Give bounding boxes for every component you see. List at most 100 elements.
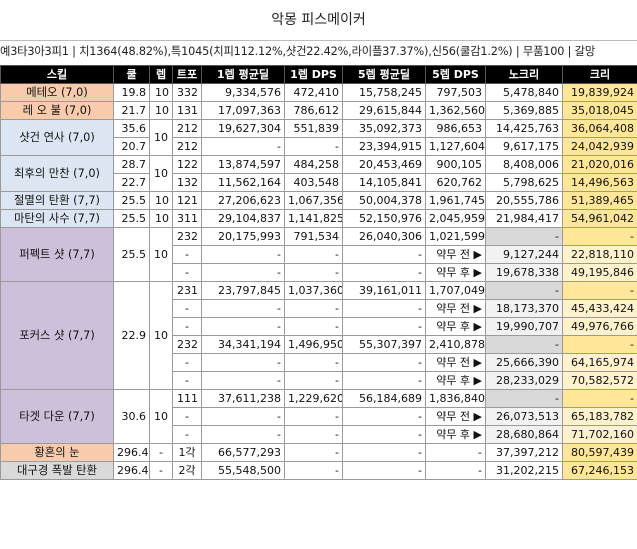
dps5-cell: 1,707,049	[425, 281, 486, 300]
crit-cell: 65,183,782	[562, 407, 637, 426]
level-cell: 10	[149, 101, 173, 120]
stats-info-line: 예3타3아3피1 | 치1364(48.82%),특1045(치피112.12%…	[0, 45, 596, 58]
crit-cell: 70,582,572	[562, 371, 637, 390]
avg5-cell: 15,758,245	[342, 83, 426, 102]
crit-cell: 21,020,016	[562, 155, 637, 174]
cool-cell: 30.6	[113, 389, 150, 444]
cool-cell: 21.7	[113, 101, 150, 120]
tripod-cell: 332	[172, 83, 202, 102]
avg1-cell: 13,874,597	[201, 155, 285, 174]
avg5-cell: -	[342, 407, 426, 426]
crit-cell: 35,018,045	[562, 101, 637, 120]
table-row: 레 오 불 (7,0) 21.7 10 131 17,097,363 786,6…	[0, 101, 637, 120]
table-row: 퍼펙트 샷 (7,7) 25.5 10 232 20,175,993 791,5…	[0, 227, 637, 282]
tripod-cell: -	[172, 425, 202, 444]
dps1-cell: -	[284, 137, 343, 156]
crit-cell: 80,597,439	[562, 443, 637, 462]
avg5-cell: -	[342, 443, 426, 462]
dps1-cell: -	[284, 263, 343, 282]
crit-cell: -	[562, 335, 637, 354]
dps1-cell: 791,534	[284, 227, 343, 246]
header-cool: 쿨	[113, 65, 150, 84]
avg1-cell: 66,577,293	[201, 443, 285, 462]
dps5-cell: 약무 후 ▶	[425, 317, 486, 336]
page-title: 악몽 피스메이커	[0, 0, 637, 41]
tripod-cell: 232	[172, 227, 202, 246]
dps1-cell: -	[284, 245, 343, 264]
nocrit-cell: 9,617,175	[485, 137, 563, 156]
table-row: 절멸의 탄환 (7,7) 25.5 10 121 27,206,623 1,06…	[0, 191, 637, 210]
tripod-cell: 212	[172, 119, 202, 138]
nocrit-cell: -	[485, 335, 563, 354]
tripod-cell: -	[172, 299, 202, 318]
avg1-cell: -	[201, 317, 285, 336]
dps1-cell: -	[284, 407, 343, 426]
nocrit-cell: 26,073,513	[485, 407, 563, 426]
nocrit-cell: 5,369,885	[485, 101, 563, 120]
tripod-cell: 231	[172, 281, 202, 300]
nocrit-cell: 14,425,763	[485, 119, 563, 138]
dps1-cell: 484,258	[284, 155, 343, 174]
dps1-cell: -	[284, 461, 343, 480]
nocrit-cell: 19,990,707	[485, 317, 563, 336]
cool-cell: 19.8	[113, 83, 150, 102]
dps5-cell: 900,105	[425, 155, 486, 174]
avg1-cell: 23,797,845	[201, 281, 285, 300]
avg5-cell: 14,105,841	[342, 173, 426, 192]
avg1-cell: 20,175,993	[201, 227, 285, 246]
table-row: 20.7 212 - - 23,394,915 1,127,604 9,617,…	[1, 137, 637, 156]
table-row: 메테오 (7,0) 19.8 10 332 9,334,576 472,410 …	[0, 83, 637, 102]
header-avg5: 5렙 평균딜	[342, 65, 426, 84]
header-skill: 스킬	[0, 65, 114, 84]
skill-name: 메테오 (7,0)	[0, 83, 114, 102]
skill-name: 황혼의 눈	[0, 443, 114, 462]
tripod-cell: 212	[172, 137, 202, 156]
cool-cell: 28.7	[113, 155, 150, 174]
avg1-cell: 29,104,837	[201, 209, 285, 228]
table-row: - - - - 약무 전 ▶ 26,073,513 65,183,782	[1, 407, 637, 426]
dps5-cell: 약무 전 ▶	[425, 245, 486, 264]
dps1-cell: -	[284, 425, 343, 444]
dps1-cell: -	[284, 317, 343, 336]
tripod-cell: 122	[172, 155, 202, 174]
tripod-cell: 111	[172, 389, 202, 408]
crit-cell: -	[562, 389, 637, 408]
tripod-cell: -	[172, 407, 202, 426]
cool-cell: 20.7	[113, 137, 150, 156]
level-cell: 10	[149, 389, 173, 444]
avg5-cell: -	[342, 299, 426, 318]
avg1-cell: -	[201, 299, 285, 318]
avg1-cell: 37,611,238	[201, 389, 285, 408]
nocrit-cell: 31,202,215	[485, 461, 563, 480]
dps5-cell: -	[425, 461, 486, 480]
skill-name: 마탄의 사수 (7,7)	[0, 209, 114, 228]
tripod-cell: -	[172, 353, 202, 372]
dps5-cell: 1,127,604	[425, 137, 486, 156]
crit-cell: 64,165,974	[562, 353, 637, 372]
table-row: - - - - 약무 후 ▶ 19,990,707 49,976,766	[1, 317, 637, 336]
skill-name: 포커스 샷 (7,7)	[0, 281, 114, 390]
crit-cell: 14,496,563	[562, 173, 637, 192]
nocrit-cell: -	[485, 389, 563, 408]
tripod-cell: -	[172, 245, 202, 264]
crit-cell: 45,433,424	[562, 299, 637, 318]
table-row: 샷건 연사 (7,0) 35.6 10 212 19,627,304 551,8…	[0, 119, 637, 156]
avg5-cell: -	[342, 263, 426, 282]
avg5-cell: -	[342, 461, 426, 480]
table-row: 22.7 132 11,562,164 403,548 14,105,841 6…	[1, 173, 637, 192]
level-cell: 10	[149, 155, 173, 192]
cool-cell: 25.5	[113, 209, 150, 228]
cool-cell: 296.4	[113, 461, 150, 480]
header-crit: 크리	[562, 65, 637, 84]
level-cell: 10	[149, 119, 173, 156]
dps1-cell: 1,037,360	[284, 281, 343, 300]
avg5-cell: -	[342, 317, 426, 336]
dps1-cell: 551,839	[284, 119, 343, 138]
dps5-cell: 620,762	[425, 173, 486, 192]
table-row: 대구경 폭발 탄환 296.4 - 2각 55,548,500 - - - 31…	[0, 461, 637, 480]
dps5-cell: 약무 전 ▶	[425, 353, 486, 372]
crit-cell: 36,064,408	[562, 119, 637, 138]
avg1-cell: -	[201, 263, 285, 282]
avg5-cell: -	[342, 425, 426, 444]
nocrit-cell: 9,127,244	[485, 245, 563, 264]
